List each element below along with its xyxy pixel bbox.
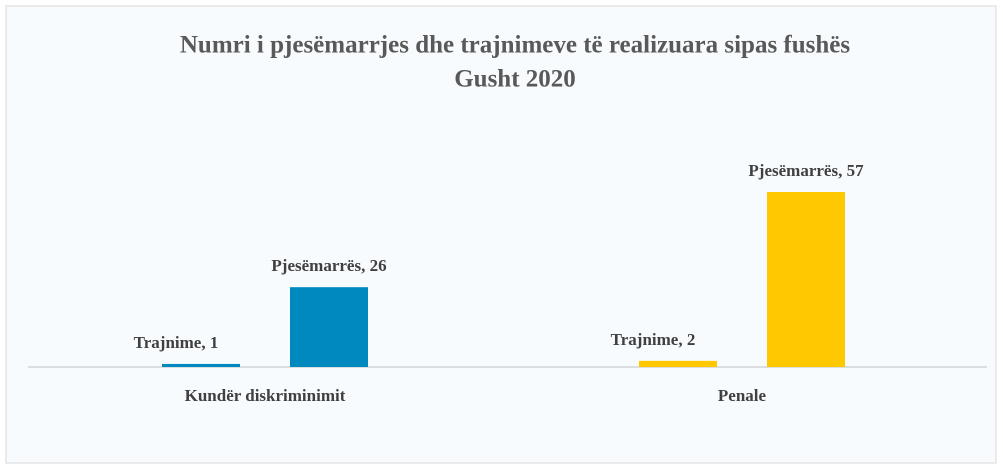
x-tick-label: Kundër diskriminimit <box>185 386 346 405</box>
data-label: Pjesëmarrës, 26 <box>271 256 386 275</box>
bar <box>162 363 240 367</box>
bar <box>767 192 845 367</box>
x-tick-label: Penale <box>718 386 767 405</box>
data-label: Trajnime, 2 <box>611 330 696 349</box>
data-label: Trajnime, 1 <box>134 333 219 352</box>
bar <box>639 360 717 367</box>
bar <box>290 287 368 367</box>
data-label: Pjesëmarrës, 57 <box>748 161 864 180</box>
chart-subtitle: Gusht 2020 <box>454 66 576 93</box>
chart-title: Numri i pjesëmarrjes dhe trajnimeve të r… <box>180 32 851 59</box>
